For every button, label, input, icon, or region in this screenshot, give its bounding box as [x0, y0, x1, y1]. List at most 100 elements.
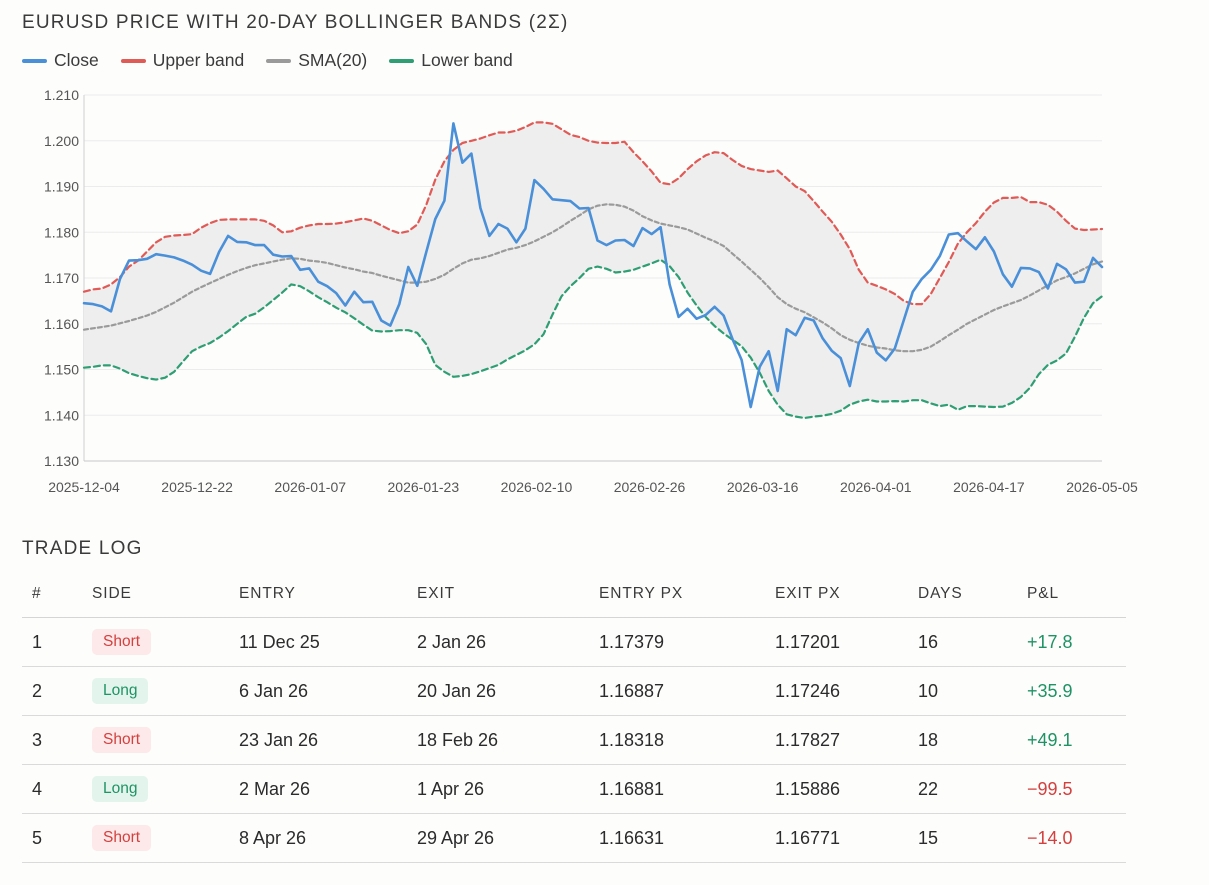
y-tick-label: 1.140: [44, 407, 79, 423]
trade-log-title: TRADE LOG: [22, 538, 143, 559]
x-tick-label: 2025-12-04: [48, 479, 120, 495]
header-pnl: P&L: [1017, 570, 1126, 618]
cell-exit-px: 1.17246: [765, 666, 908, 716]
chart-title: EURUSD PRICE WITH 20-DAY BOLLINGER BANDS…: [22, 12, 569, 33]
legend-label-sma: SMA(20): [298, 50, 368, 70]
cell-entry: 2 Mar 26: [229, 764, 407, 814]
cell-days: 10: [908, 666, 1017, 716]
header-side: SIDE: [82, 570, 229, 618]
bollinger-chart: 1.210 1.200 1.190 1.180 1.170 1.160 1.150 1.140…: [44, 87, 1138, 495]
close-series-line: [82, 122, 1104, 409]
cell-num: 4: [22, 764, 82, 814]
cell-entry-px: 1.16631: [589, 813, 765, 863]
cell-entry-px: 1.16881: [589, 764, 765, 814]
bollinger-band-fill: [84, 122, 1102, 419]
cell-entry-px: 1.17379: [589, 617, 765, 667]
cell-pnl: −99.5: [1017, 764, 1126, 814]
sma-series-line: [82, 203, 1104, 353]
chart-legend: Close Upper band SMA(20) Lower band: [22, 50, 513, 71]
header-num: #: [22, 570, 82, 618]
trade-log-body: 1 Short 11 Dec 25 2 Jan 26 1.17379 1.17201 16 +…: [22, 617, 1126, 863]
x-tick-label: 2026-04-01: [840, 479, 912, 495]
cell-entry: 23 Jan 26: [229, 715, 407, 765]
table-row: 2 Long 6 Jan 26 20 Jan 26 1.16887 1.17246 10 +3…: [22, 666, 1126, 716]
cell-exit-px: 1.15886: [765, 764, 908, 814]
table-row: 1 Short 11 Dec 25 2 Jan 26 1.17379 1.17201 16 +…: [22, 617, 1126, 667]
x-tick-label: 2026-02-10: [501, 479, 573, 495]
cell-days: 22: [908, 764, 1017, 814]
header-exit: EXIT: [407, 570, 589, 618]
lower-band-series-line: [82, 258, 1104, 420]
table-row: 3 Short 23 Jan 26 18 Feb 26 1.18318 1.17827 18…: [22, 715, 1126, 765]
legend-item-lower-band: Lower band: [389, 50, 513, 71]
cell-entry: 11 Dec 25: [229, 617, 407, 667]
legend-swatch-upper-band: [120, 58, 146, 63]
trade-log-table: # SIDE ENTRY EXIT ENTRY PX EXIT PX DAYS …: [22, 570, 1126, 863]
cell-pnl: +49.1: [1017, 715, 1126, 765]
cell-num: 5: [22, 813, 82, 863]
x-tick-label: 2026-01-23: [388, 479, 460, 495]
table-row: 4 Long 2 Mar 26 1 Apr 26 1.16881 1.15886 22 −99…: [22, 764, 1126, 814]
side-badge: Short: [92, 727, 152, 753]
legend-label-close: Close: [54, 50, 99, 70]
cell-pnl: −14.0: [1017, 813, 1126, 863]
y-tick-label: 1.150: [44, 362, 79, 378]
cell-entry-px: 1.16887: [589, 666, 765, 716]
cell-exit: 2 Jan 26: [407, 617, 589, 667]
upper-band-series-line: [82, 121, 1104, 306]
side-badge: Short: [92, 629, 152, 655]
side-badge: Short: [92, 825, 152, 851]
cell-num: 1: [22, 617, 82, 667]
legend-label-upper-band: Upper band: [152, 50, 245, 70]
cell-side: Short: [82, 813, 229, 863]
legend-swatch-sma: [266, 58, 292, 63]
x-tick-label: 2026-01-07: [274, 479, 346, 495]
y-tick-label: 1.130: [44, 453, 79, 469]
table-row: 5 Short 8 Apr 26 29 Apr 26 1.16631 1.16771 15−…: [22, 813, 1126, 863]
cell-days: 15: [908, 813, 1017, 863]
y-tick-label: 1.190: [44, 179, 79, 195]
legend-item-close: Close: [22, 50, 99, 71]
cell-pnl: +17.8: [1017, 617, 1126, 667]
cell-exit: 18 Feb 26: [407, 715, 589, 765]
side-badge: Long: [92, 678, 149, 704]
cell-exit-px: 1.17201: [765, 617, 908, 667]
header-entry-px: ENTRY PX: [589, 570, 765, 618]
cell-side: Short: [82, 715, 229, 765]
cell-exit: 29 Apr 26: [407, 813, 589, 863]
header-exit-px: EXIT PX: [765, 570, 908, 618]
cell-entry-px: 1.18318: [589, 715, 765, 765]
legend-item-upper-band: Upper band: [120, 50, 245, 71]
header-entry: ENTRY: [229, 570, 407, 618]
y-tick-label: 1.180: [44, 224, 79, 240]
legend-item-sma: SMA(20): [266, 50, 367, 71]
cell-exit: 1 Apr 26: [407, 764, 589, 814]
cell-num: 2: [22, 666, 82, 716]
cell-exit-px: 1.17827: [765, 715, 908, 765]
cell-exit: 20 Jan 26: [407, 666, 589, 716]
legend-swatch-lower-band: [389, 58, 415, 63]
y-tick-label: 1.210: [44, 87, 79, 103]
x-tick-label: 2026-04-17: [953, 479, 1025, 495]
x-tick-label: 2026-02-26: [614, 479, 686, 495]
x-tick-label: 2026-05-05: [1066, 479, 1138, 495]
cell-entry: 8 Apr 26: [229, 813, 407, 863]
legend-label-lower-band: Lower band: [421, 50, 513, 70]
x-tick-label: 2026-03-16: [727, 479, 799, 495]
cell-exit-px: 1.16771: [765, 813, 908, 863]
cell-days: 18: [908, 715, 1017, 765]
cell-days: 16: [908, 617, 1017, 667]
y-tick-label: 1.200: [44, 133, 79, 149]
cell-side: Long: [82, 764, 229, 814]
header-days: DAYS: [908, 570, 1017, 618]
cell-pnl: +35.9: [1017, 666, 1126, 716]
x-tick-label: 2025-12-22: [161, 479, 233, 495]
y-tick-label: 1.160: [44, 316, 79, 332]
legend-swatch-close: [22, 58, 47, 63]
y-tick-label: 1.170: [44, 270, 79, 286]
table-header-row: # SIDE ENTRY EXIT ENTRY PX EXIT PX DAYS …: [22, 570, 1126, 618]
cell-side: Long: [82, 666, 229, 716]
cell-side: Short: [82, 617, 229, 667]
side-badge: Long: [92, 776, 149, 802]
cell-num: 3: [22, 715, 82, 765]
